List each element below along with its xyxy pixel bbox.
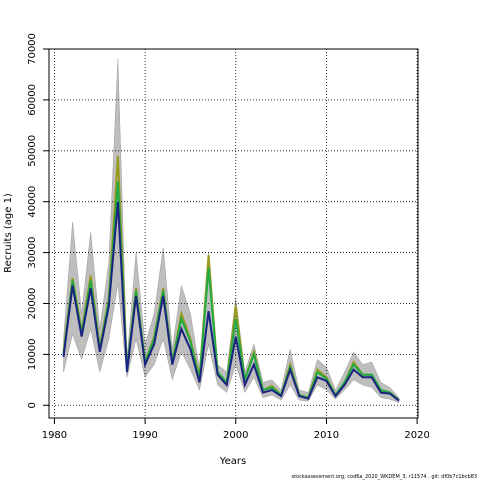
- x-tick-label: 2010: [314, 430, 339, 441]
- y-tick-label: 40000: [27, 186, 38, 218]
- footer: stockassessment.org, cod6a_2020_WKDEM_3,…: [291, 474, 477, 480]
- confidence-band: [63, 59, 400, 404]
- y-tick-label: 20000: [27, 288, 38, 320]
- x-tick-label: 2020: [404, 430, 429, 441]
- y-tick-label: 70000: [27, 33, 38, 65]
- x-axis-label: Years: [219, 456, 246, 467]
- plot-frame: [48, 48, 419, 419]
- line: [62, 201, 400, 402]
- y-tick-label: 0: [27, 402, 38, 408]
- y-tick-label: 60000: [27, 84, 38, 116]
- y-tick-label: 10000: [27, 338, 38, 370]
- x-tick-label: 2000: [223, 430, 248, 441]
- y-axis-label: Recruits (age 1): [3, 193, 14, 273]
- y-tick-label: 50000: [27, 135, 38, 167]
- y-tick-label: 30000: [27, 237, 38, 269]
- x-tick-label: 1980: [42, 430, 67, 441]
- x-tick-label: 1990: [132, 430, 157, 441]
